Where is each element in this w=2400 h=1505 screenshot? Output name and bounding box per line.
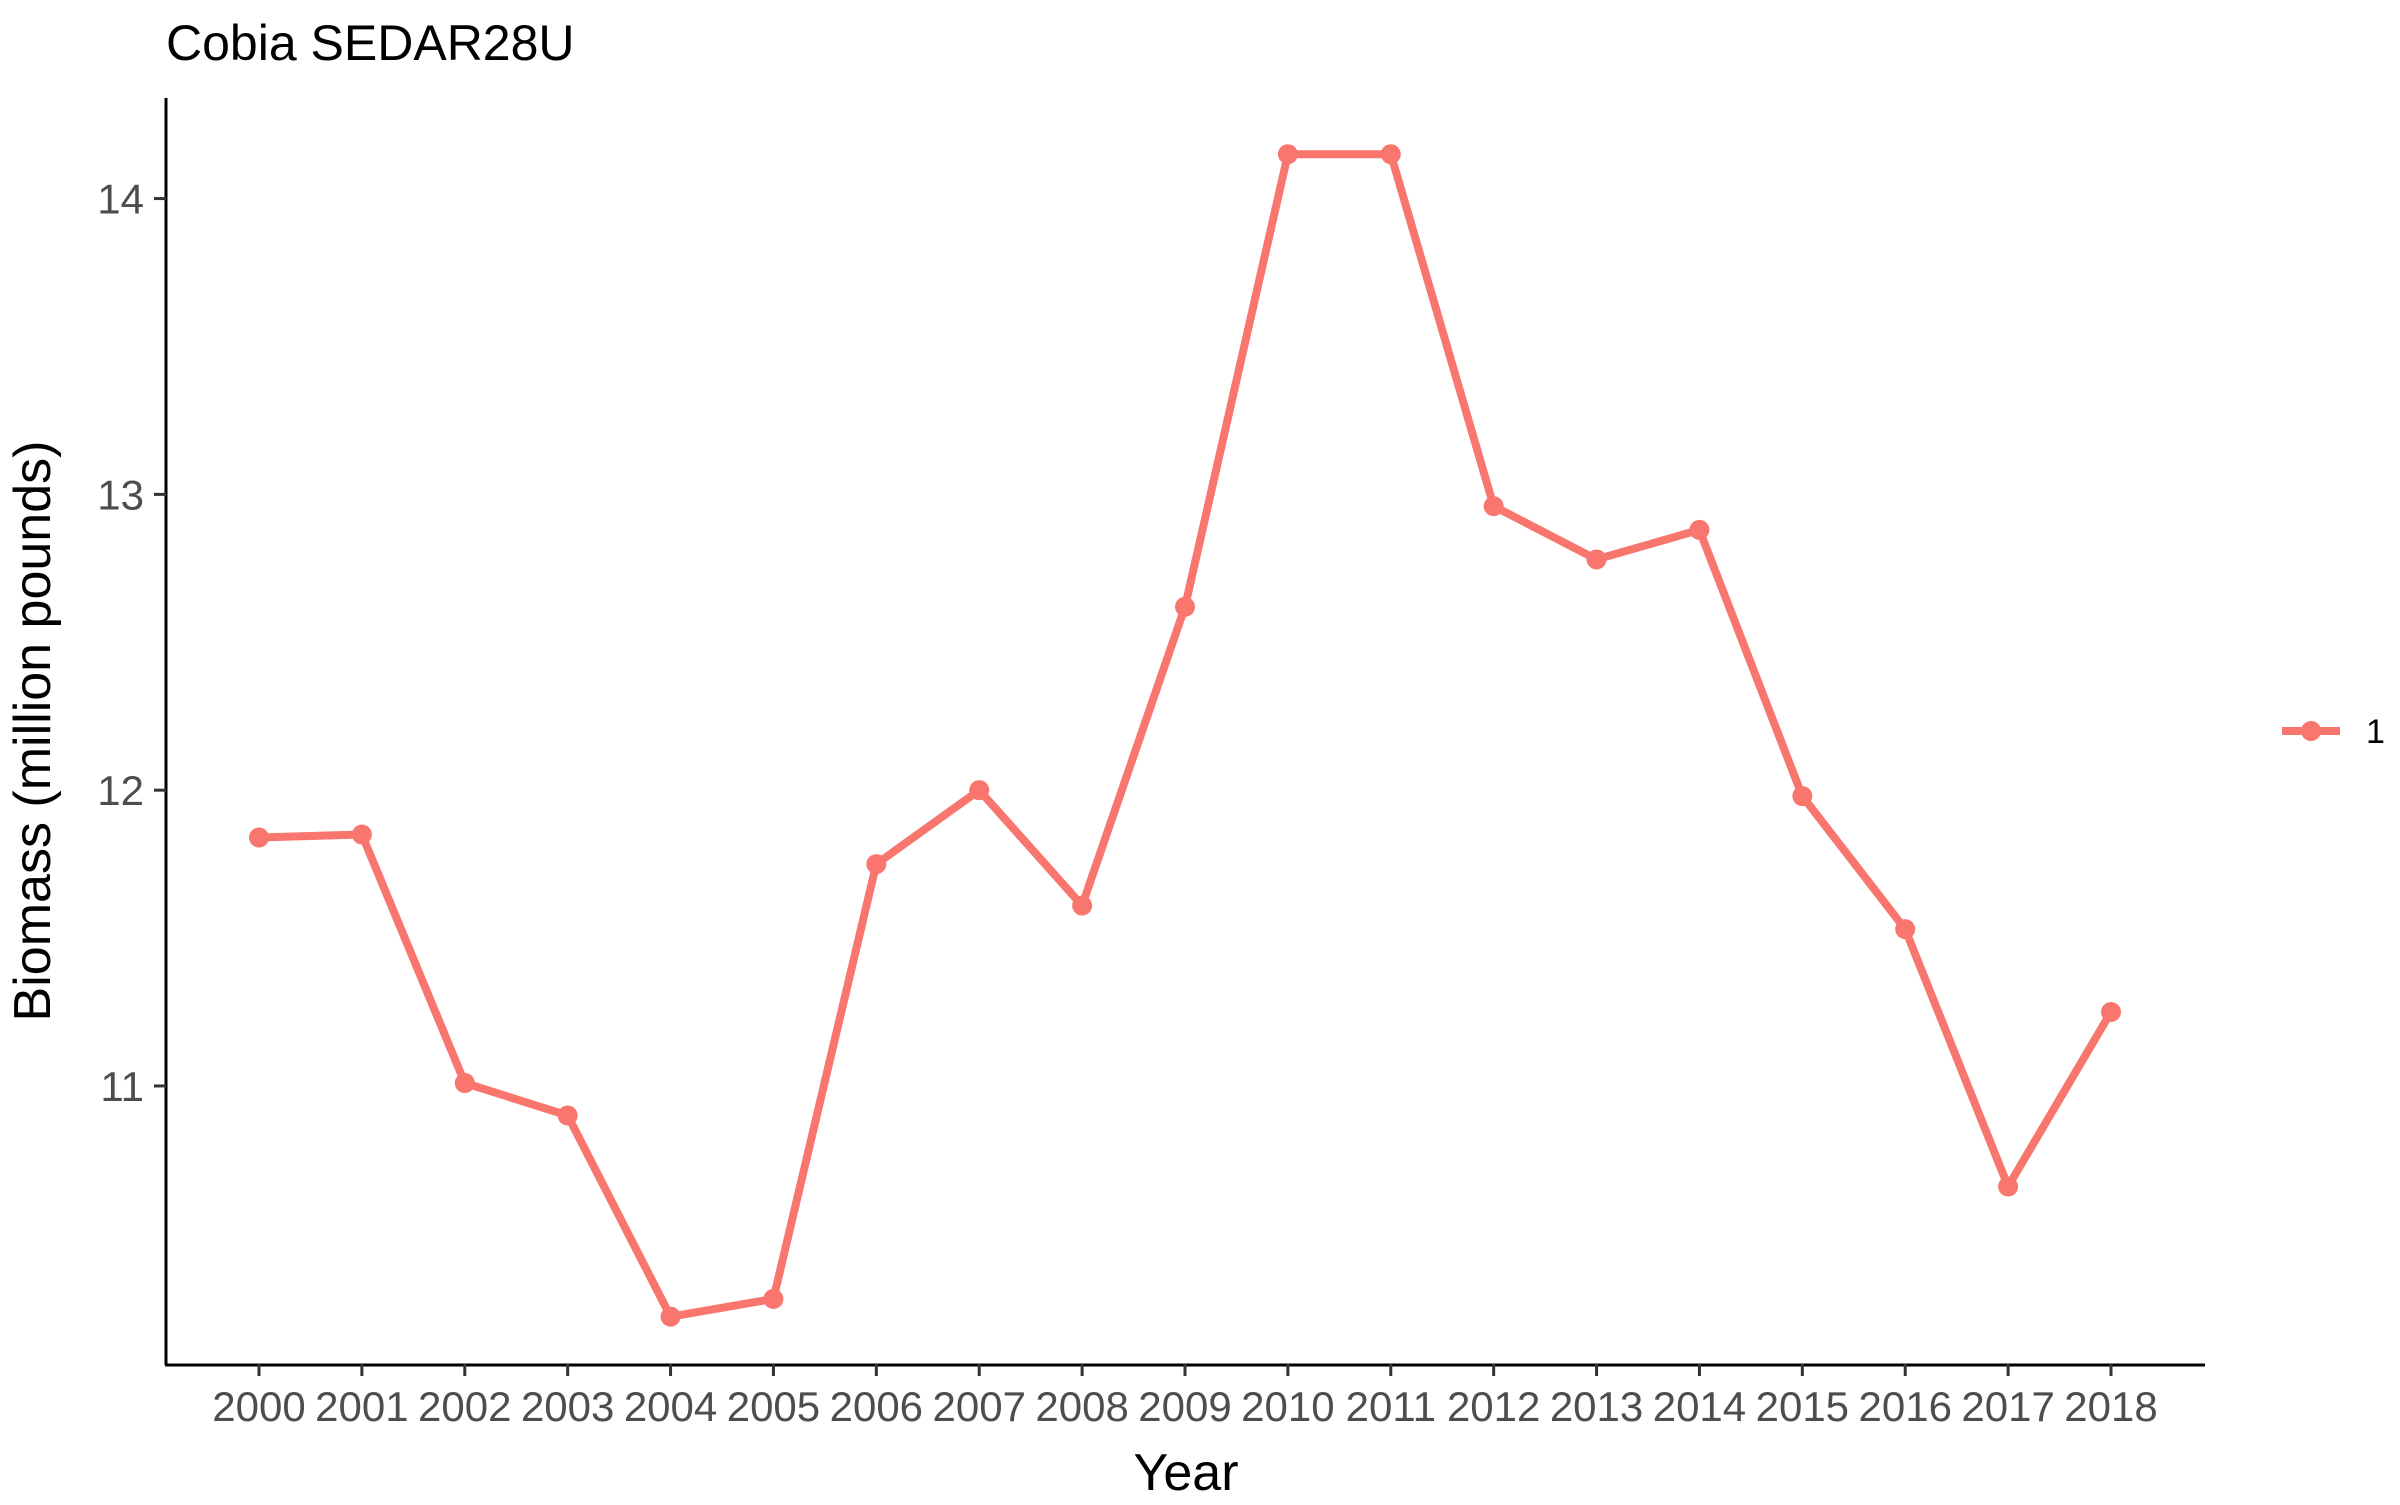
x-tick-label: 2007 <box>933 1383 1026 1430</box>
x-tick-label: 2000 <box>212 1383 305 1430</box>
y-axis-title: Biomass (million pounds) <box>4 441 62 1022</box>
x-tick-label: 2014 <box>1653 1383 1746 1430</box>
x-tick-label: 2011 <box>1346 1383 1436 1430</box>
data-point <box>1689 519 1710 540</box>
x-tick-label: 2015 <box>1756 1383 1849 1430</box>
series-1 <box>249 144 2121 1327</box>
x-tick-label: 2005 <box>727 1383 820 1430</box>
x-tick-label: 2013 <box>1550 1383 1643 1430</box>
data-point <box>1380 144 1401 165</box>
data-point <box>763 1288 784 1309</box>
data-point <box>1175 596 1195 617</box>
x-tick-label: 2018 <box>2064 1383 2157 1430</box>
series-layer <box>249 144 2121 1327</box>
legend-key-point <box>2301 721 2321 741</box>
x-axis-title: Year <box>1133 1444 1238 1500</box>
legend-label: 1 <box>2366 713 2385 751</box>
x-tick-label: 2017 <box>1961 1383 2054 1430</box>
data-point <box>454 1072 475 1093</box>
y-tick-label: 12 <box>97 767 144 814</box>
data-point <box>1895 919 1916 940</box>
x-tick-label: 2003 <box>521 1383 614 1430</box>
y-tick-label: 13 <box>97 471 144 518</box>
data-point <box>1586 549 1607 570</box>
y-tick-label: 14 <box>97 176 144 223</box>
y-ticks: 11 12 13 14 <box>97 176 166 1110</box>
x-tick-label: 2016 <box>1859 1383 1952 1430</box>
data-point <box>866 854 887 875</box>
x-tick-label: 2001 <box>315 1383 408 1430</box>
data-point <box>351 824 372 845</box>
data-point <box>1072 895 1093 916</box>
data-point <box>1998 1176 2019 1197</box>
x-tick-label: 2010 <box>1241 1383 1334 1430</box>
x-tick-label: 2002 <box>418 1383 511 1430</box>
x-ticks: 2000 2001 2002 2003 2004 2005 2006 2007 2008 2009… <box>212 1364 2158 1430</box>
x-tick-label: 2008 <box>1035 1383 1128 1430</box>
series-line <box>258 150 2115 1321</box>
data-point <box>1277 144 1298 165</box>
x-tick-label: 2009 <box>1138 1383 1231 1430</box>
y-tick-label: 11 <box>100 1063 144 1110</box>
data-point <box>1483 496 1504 517</box>
x-tick-label: 2004 <box>624 1383 717 1430</box>
data-point <box>969 780 990 801</box>
data-point <box>249 827 269 848</box>
data-point <box>2101 1002 2121 1023</box>
chart-title: Cobia SEDAR28U <box>166 15 575 71</box>
x-tick-label: 2012 <box>1447 1383 1540 1430</box>
legend: 1 <box>2282 713 2385 751</box>
data-point <box>660 1306 681 1327</box>
data-point <box>557 1105 578 1126</box>
x-tick-label: 2006 <box>830 1383 923 1430</box>
data-point <box>1792 786 1813 807</box>
axes <box>164 98 2205 1367</box>
